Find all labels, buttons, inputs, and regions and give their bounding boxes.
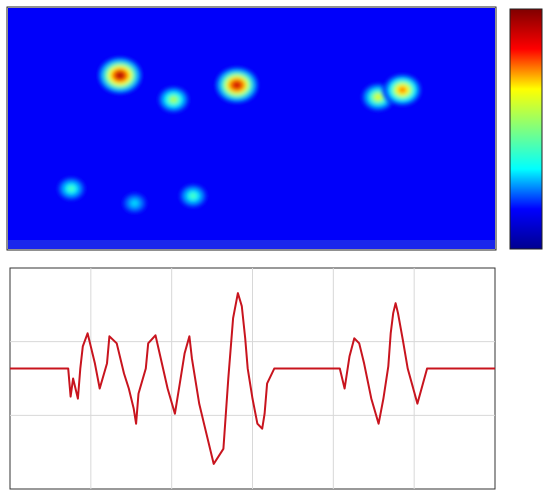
heatmap-hotspot [121,192,148,215]
heatmap-hotspot [56,176,87,202]
heatmap-hotspot [178,183,208,209]
heatmap-hotspots [56,56,423,215]
line-panel [9,267,496,490]
line-series [10,292,495,465]
heatmap-hotspot [214,66,260,104]
line-grid [10,268,495,489]
heatmap-panel [6,6,543,251]
line-series-group [10,292,495,465]
colorbar [509,8,543,250]
heatmap-hotspot [157,85,191,114]
heatmap-background [8,8,495,249]
heatmap-hotspot [382,73,423,107]
heatmap-bottom-band [8,240,495,249]
heatmap-hotspot [96,56,144,95]
heatmap-frame [6,6,497,251]
